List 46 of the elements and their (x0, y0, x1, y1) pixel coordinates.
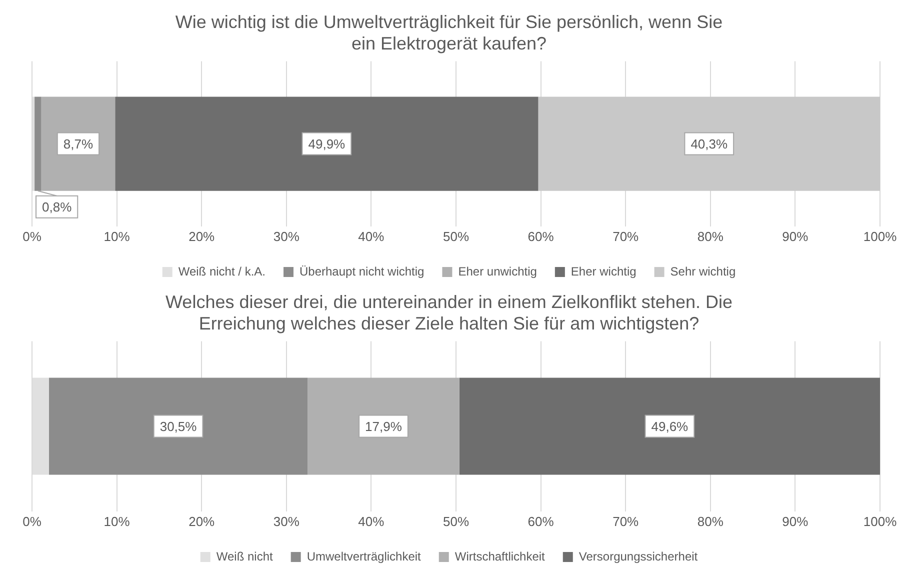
data-label: 0,8% (42, 199, 72, 214)
x-tick-label: 40% (358, 514, 385, 529)
x-tick-label: 30% (273, 228, 300, 244)
chart-title: Welches dieser drei, die untereinander in einem Zielkonflikt stehen. Die Erreichung welches dieser Ziele halten Sie für am wichtigsten? (166, 292, 732, 334)
bar (459, 378, 880, 475)
legend-label: Weiß nicht / k.A. (178, 264, 266, 278)
legend-label: Wirtschaftlichkeit (454, 549, 546, 564)
x-tick-label: 70% (612, 228, 640, 244)
x-tick-label: 100% (863, 228, 898, 244)
data-label: 8,7% (63, 136, 94, 152)
chart-title: Wie wichtig ist die Umweltverträglichkeit für Sie persönlich, wenn Sie ein Elektrogerät kaufen? (175, 12, 723, 54)
x-tick-label: 90% (782, 514, 809, 529)
x-tick-label: 60% (528, 228, 554, 244)
x-tick-label: 100% (863, 514, 898, 529)
legend-label: Umweltverträglichkeit (306, 549, 422, 564)
legend-label: Eher wichtig (570, 264, 636, 278)
x-tick-label: 20% (188, 514, 216, 529)
x-tick-label: 10% (104, 228, 130, 244)
legend-label: Versorgungssicherheit (578, 549, 698, 564)
x-tick-label: 60% (528, 514, 554, 529)
x-tick-label: 50% (442, 514, 470, 529)
data-label: 49,9% (308, 136, 346, 152)
legend-label: Eher unwichtig (458, 264, 537, 278)
x-tick-label: 80% (697, 228, 724, 244)
x-tick-label: 90% (782, 228, 809, 244)
x-tick-label: 70% (612, 514, 640, 529)
bar (308, 378, 460, 475)
data-label: 17,9% (365, 418, 402, 434)
bar (34, 96, 42, 191)
x-tick-label: 50% (442, 228, 470, 244)
bar (48, 378, 308, 475)
data-label: 40,3% (690, 136, 728, 152)
x-tick-label: 0% (22, 228, 42, 244)
x-tick-label: 80% (697, 514, 724, 529)
x-tick-label: 40% (358, 228, 385, 244)
bar (538, 96, 880, 191)
data-label: 30,5% (160, 418, 198, 434)
data-label: 49,6% (651, 418, 689, 434)
x-tick-label: 0% (22, 514, 42, 529)
bar (115, 96, 538, 191)
x-tick-label: 20% (188, 228, 216, 244)
x-tick-label: 30% (273, 514, 300, 529)
legend-label: Überhaupt nicht wichtig (299, 264, 424, 278)
legend-label: Weiß nicht (216, 549, 274, 564)
legend-label: Sehr wichtig (670, 264, 736, 278)
x-tick-label: 10% (104, 514, 130, 529)
